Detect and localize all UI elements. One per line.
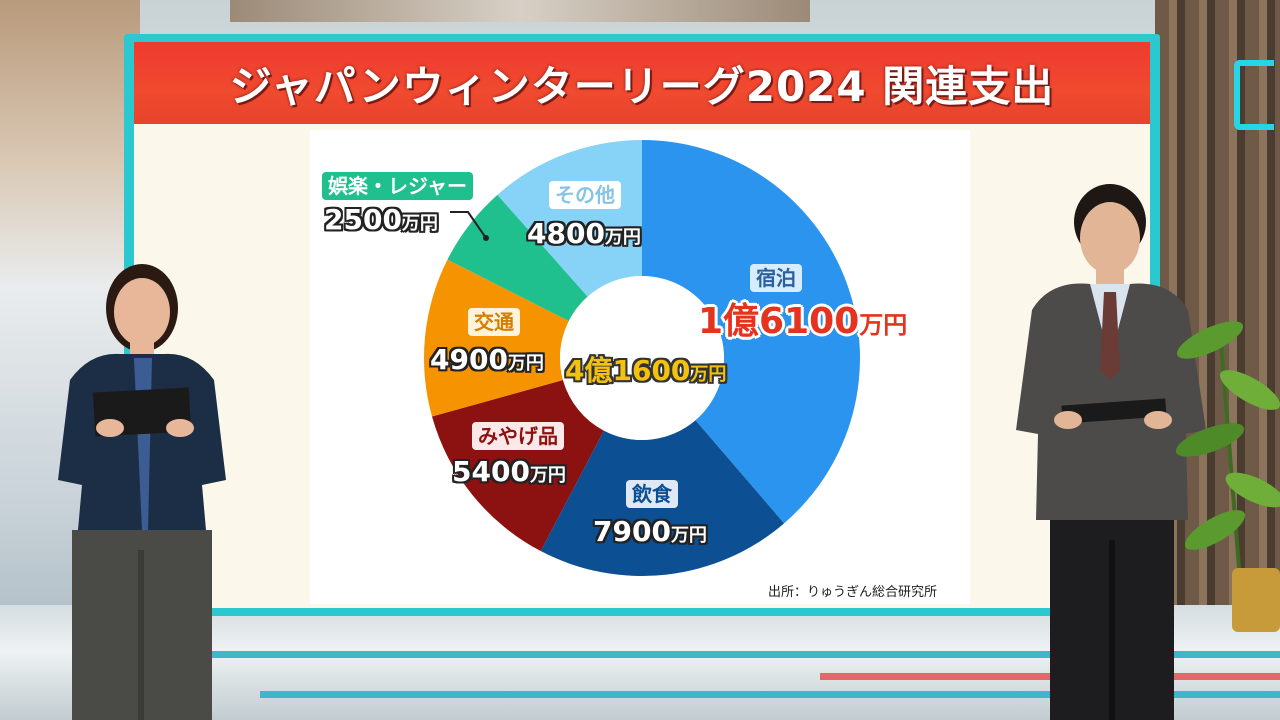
studio-light-frame bbox=[1234, 60, 1274, 130]
slice-label-souvenirs: みやげ品 bbox=[472, 422, 564, 450]
presenter-right bbox=[1016, 184, 1206, 720]
slice-value-souvenirs: 5400万円 bbox=[452, 455, 566, 488]
slice-value-transport: 4900万円 bbox=[430, 343, 544, 376]
studio-ceiling-strip bbox=[230, 0, 810, 22]
chart-title: ジャパンウィンターリーグ2024 関連支出 bbox=[229, 61, 1055, 111]
slice-transport bbox=[423, 259, 569, 417]
slice-other bbox=[497, 140, 642, 297]
slice-label-food: 飲食 bbox=[626, 480, 678, 508]
source-note: 出所：りゅうぎん総合研究所 bbox=[768, 585, 938, 600]
slice-leisure bbox=[447, 194, 588, 321]
slice-label-transport: 交通 bbox=[468, 308, 520, 336]
slice-value-other: 4800万円 bbox=[527, 217, 641, 250]
title-bar: ジャパンウィンターリーグ2024 関連支出 bbox=[134, 42, 1150, 124]
donut-hole bbox=[560, 276, 724, 440]
presenter-left bbox=[58, 264, 226, 720]
slice-accommodation bbox=[642, 140, 860, 524]
donut-total: 4億1600万円 bbox=[565, 354, 727, 387]
leader-line-leisure bbox=[450, 211, 487, 239]
slice-value-food: 7900万円 bbox=[593, 515, 707, 548]
slice-label-accommodation: 宿泊 bbox=[750, 264, 802, 292]
slice-label-leisure: 娯楽・レジャー bbox=[322, 172, 473, 200]
slice-value-leisure: 2500万円 bbox=[324, 203, 438, 236]
slice-value-accommodation: 1億6100万円 bbox=[698, 301, 908, 342]
leader-dot-leisure bbox=[483, 235, 489, 241]
decorative-plant bbox=[1175, 321, 1280, 632]
slice-label-other: その他 bbox=[549, 181, 621, 209]
floor-stripe bbox=[260, 691, 1280, 698]
floor-stripe bbox=[180, 651, 1280, 658]
